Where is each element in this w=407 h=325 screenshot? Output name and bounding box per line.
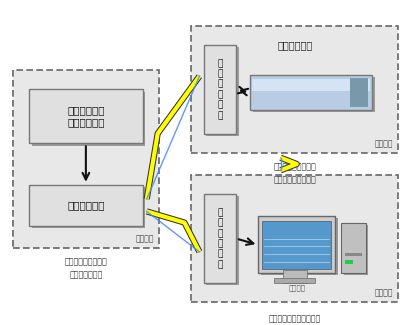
FancyBboxPatch shape xyxy=(29,89,143,143)
FancyBboxPatch shape xyxy=(29,185,143,226)
FancyBboxPatch shape xyxy=(253,77,375,112)
Text: 個人電腦: 個人電腦 xyxy=(288,284,305,291)
FancyBboxPatch shape xyxy=(345,254,363,256)
FancyBboxPatch shape xyxy=(250,75,372,110)
FancyBboxPatch shape xyxy=(258,216,335,273)
FancyBboxPatch shape xyxy=(204,194,236,283)
Text: 生理參數量測記錄器: 生理參數量測記錄器 xyxy=(274,175,316,184)
FancyBboxPatch shape xyxy=(206,196,239,285)
Text: 第一階段: 第一階段 xyxy=(136,234,154,243)
FancyBboxPatch shape xyxy=(13,71,159,248)
FancyBboxPatch shape xyxy=(191,175,398,302)
Text: 藍
芽
無
線
模
組: 藍 芽 無 線 模 組 xyxy=(217,208,222,269)
Text: 無線睡眠暫停症多項: 無線睡眠暫停症多項 xyxy=(274,162,316,171)
FancyBboxPatch shape xyxy=(346,260,353,264)
FancyBboxPatch shape xyxy=(206,47,239,136)
FancyBboxPatch shape xyxy=(32,187,145,228)
Text: 智慧型多項生
理訊號感測器: 智慧型多項生 理訊號感測器 xyxy=(67,106,105,127)
Text: 無線睡眠暫停症多用: 無線睡眠暫停症多用 xyxy=(64,257,107,266)
Text: 藍芽無線模組: 藍芽無線模組 xyxy=(67,200,105,210)
FancyBboxPatch shape xyxy=(282,270,307,283)
Text: 智慧型記錄器: 智慧型記錄器 xyxy=(277,40,313,50)
FancyBboxPatch shape xyxy=(350,78,368,107)
FancyBboxPatch shape xyxy=(261,218,338,275)
Text: 第二階段: 第二階段 xyxy=(375,139,393,148)
FancyBboxPatch shape xyxy=(344,225,368,275)
Text: 睡眠暫停症記錄與分析器: 睡眠暫停症記錄與分析器 xyxy=(269,315,321,324)
FancyBboxPatch shape xyxy=(274,278,315,283)
Text: 藍
芽
無
線
模
組: 藍 芽 無 線 模 組 xyxy=(217,59,222,120)
Text: 生理參數量測計: 生理參數量測計 xyxy=(69,270,103,279)
FancyBboxPatch shape xyxy=(32,92,145,146)
FancyBboxPatch shape xyxy=(191,26,398,153)
FancyBboxPatch shape xyxy=(341,223,366,273)
Text: 第三階段: 第三階段 xyxy=(375,288,393,297)
FancyBboxPatch shape xyxy=(263,221,331,269)
FancyBboxPatch shape xyxy=(204,45,236,134)
FancyBboxPatch shape xyxy=(252,79,370,91)
